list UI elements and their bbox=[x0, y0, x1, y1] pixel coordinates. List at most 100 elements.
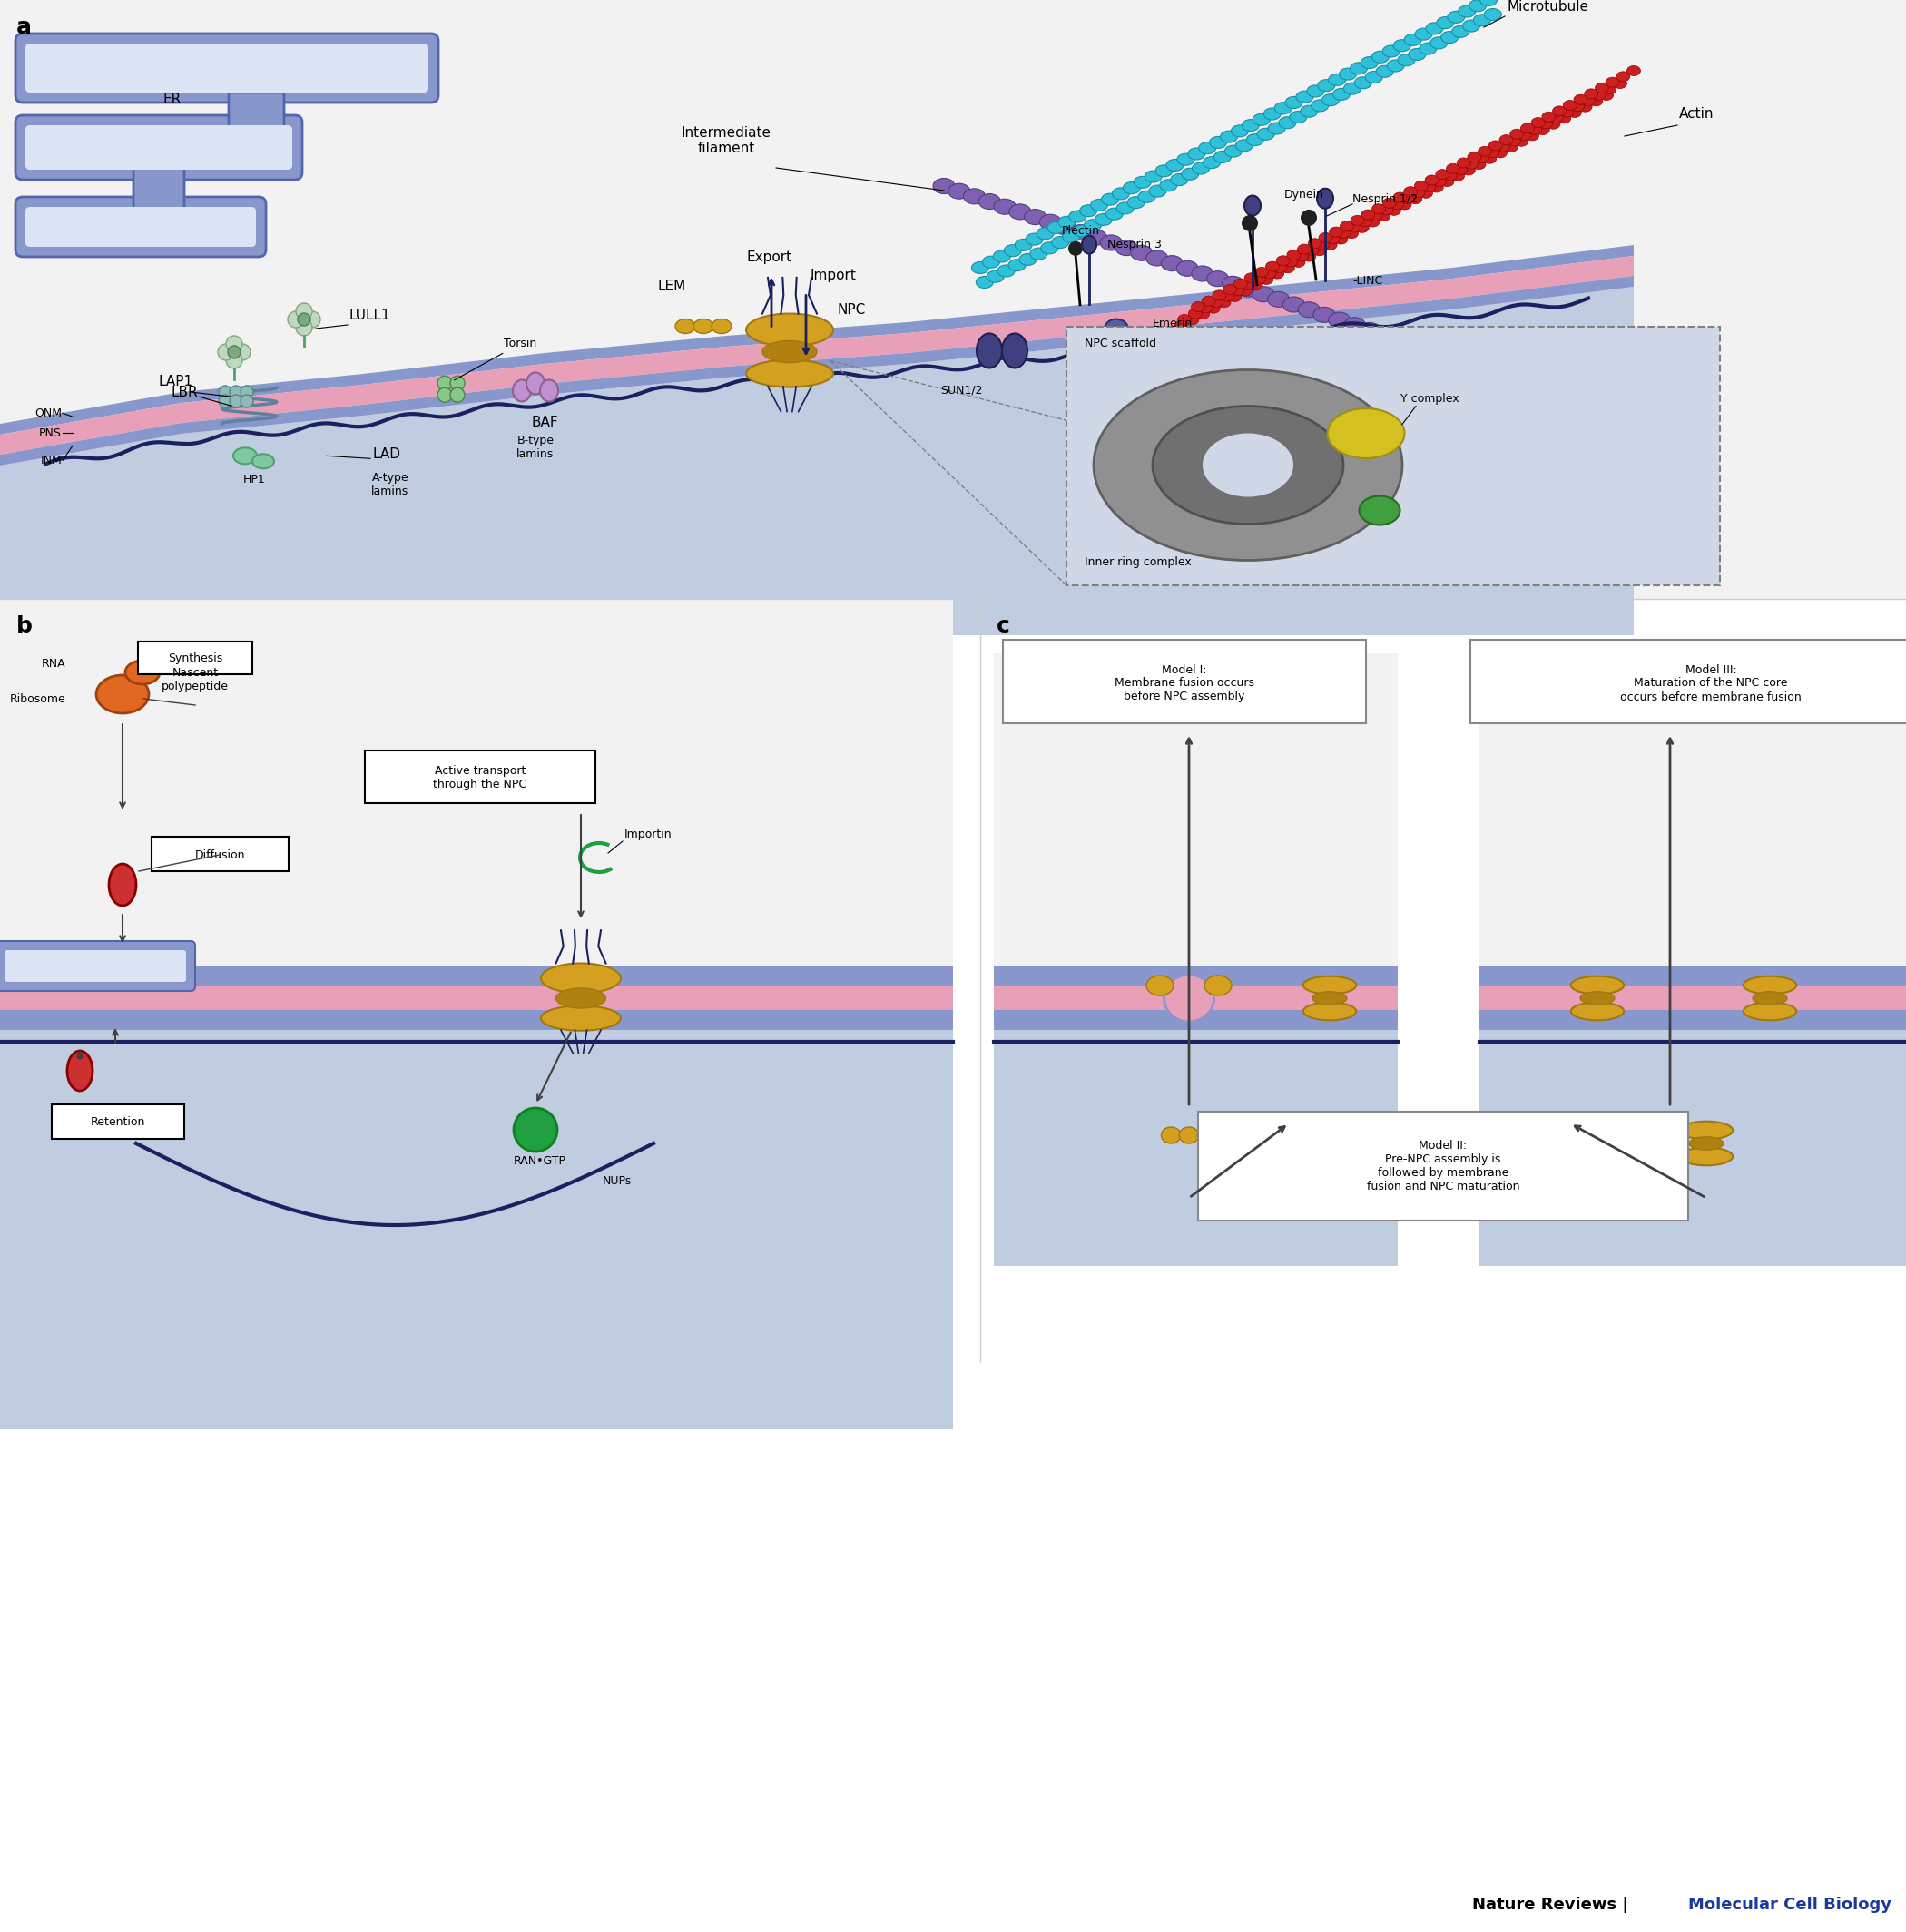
FancyBboxPatch shape bbox=[1479, 987, 1906, 1010]
Ellipse shape bbox=[1616, 71, 1630, 81]
FancyBboxPatch shape bbox=[1479, 1030, 1906, 1265]
Ellipse shape bbox=[1393, 193, 1407, 203]
Circle shape bbox=[288, 311, 305, 328]
Ellipse shape bbox=[1471, 158, 1487, 170]
Ellipse shape bbox=[1479, 147, 1492, 156]
Ellipse shape bbox=[1561, 108, 1574, 118]
Ellipse shape bbox=[1029, 247, 1046, 259]
Ellipse shape bbox=[1475, 153, 1489, 164]
Ellipse shape bbox=[1166, 158, 1184, 172]
FancyBboxPatch shape bbox=[993, 987, 1397, 1010]
Ellipse shape bbox=[1447, 12, 1464, 23]
Ellipse shape bbox=[1584, 89, 1597, 99]
Ellipse shape bbox=[1123, 182, 1140, 193]
Ellipse shape bbox=[1536, 126, 1550, 135]
Ellipse shape bbox=[1231, 286, 1245, 296]
Ellipse shape bbox=[1165, 974, 1214, 1022]
FancyBboxPatch shape bbox=[0, 941, 194, 991]
Ellipse shape bbox=[1327, 408, 1405, 458]
Ellipse shape bbox=[1496, 369, 1517, 384]
Text: NPC: NPC bbox=[837, 303, 865, 317]
Ellipse shape bbox=[1304, 1003, 1357, 1020]
Circle shape bbox=[297, 313, 311, 327]
Circle shape bbox=[450, 377, 465, 390]
Ellipse shape bbox=[1679, 1121, 1733, 1140]
Ellipse shape bbox=[1344, 317, 1365, 332]
Ellipse shape bbox=[1590, 97, 1603, 106]
Text: Retention: Retention bbox=[91, 1117, 145, 1128]
Ellipse shape bbox=[745, 313, 833, 346]
Ellipse shape bbox=[1328, 313, 1349, 328]
Ellipse shape bbox=[1161, 180, 1178, 191]
Ellipse shape bbox=[1231, 126, 1248, 137]
Ellipse shape bbox=[1603, 85, 1616, 95]
Text: SUN1/2: SUN1/2 bbox=[940, 384, 982, 396]
Ellipse shape bbox=[1332, 89, 1349, 100]
FancyBboxPatch shape bbox=[25, 207, 255, 247]
Ellipse shape bbox=[1083, 236, 1096, 253]
Ellipse shape bbox=[1090, 199, 1107, 211]
Text: Model III:
Maturation of the NPC core
occurs before membrane fusion: Model III: Maturation of the NPC core oc… bbox=[1620, 665, 1801, 703]
Ellipse shape bbox=[1376, 211, 1389, 220]
Circle shape bbox=[1067, 242, 1083, 255]
Ellipse shape bbox=[1206, 270, 1229, 286]
Ellipse shape bbox=[1420, 344, 1441, 359]
Ellipse shape bbox=[1182, 168, 1199, 180]
Text: Dynein: Dynein bbox=[1285, 189, 1325, 201]
Ellipse shape bbox=[1414, 29, 1431, 41]
Ellipse shape bbox=[1267, 122, 1285, 135]
Ellipse shape bbox=[1397, 54, 1414, 66]
Ellipse shape bbox=[1165, 327, 1178, 336]
Ellipse shape bbox=[1239, 286, 1252, 296]
Ellipse shape bbox=[1039, 214, 1062, 230]
Text: c: c bbox=[997, 614, 1010, 638]
Ellipse shape bbox=[1153, 406, 1344, 524]
Text: Import: Import bbox=[810, 269, 856, 282]
Text: Emerin: Emerin bbox=[1153, 317, 1193, 328]
Ellipse shape bbox=[1313, 245, 1327, 255]
Ellipse shape bbox=[1409, 193, 1422, 205]
Ellipse shape bbox=[1323, 95, 1340, 106]
Ellipse shape bbox=[1542, 112, 1555, 122]
Circle shape bbox=[305, 311, 320, 328]
Ellipse shape bbox=[1245, 272, 1258, 282]
Ellipse shape bbox=[1744, 976, 1795, 995]
Ellipse shape bbox=[1401, 193, 1414, 203]
Ellipse shape bbox=[1218, 298, 1231, 307]
Circle shape bbox=[1300, 209, 1317, 226]
Text: Nesprin 1/2: Nesprin 1/2 bbox=[1353, 193, 1418, 205]
Ellipse shape bbox=[1571, 102, 1584, 112]
Ellipse shape bbox=[1628, 66, 1641, 75]
Ellipse shape bbox=[1115, 240, 1138, 255]
Ellipse shape bbox=[1344, 83, 1361, 95]
Text: Plectin: Plectin bbox=[1062, 224, 1100, 238]
Ellipse shape bbox=[1247, 133, 1264, 145]
Ellipse shape bbox=[1296, 91, 1313, 102]
Ellipse shape bbox=[1161, 1126, 1182, 1144]
Circle shape bbox=[234, 344, 250, 359]
Circle shape bbox=[229, 346, 240, 359]
Ellipse shape bbox=[993, 199, 1016, 214]
Text: b: b bbox=[17, 614, 32, 638]
Ellipse shape bbox=[1508, 135, 1521, 147]
Ellipse shape bbox=[1403, 187, 1418, 197]
Polygon shape bbox=[0, 0, 1633, 423]
Text: Microtubule: Microtubule bbox=[1506, 0, 1588, 14]
Ellipse shape bbox=[1046, 222, 1065, 234]
FancyBboxPatch shape bbox=[15, 33, 438, 102]
Ellipse shape bbox=[1361, 56, 1378, 68]
Ellipse shape bbox=[1317, 79, 1334, 91]
Ellipse shape bbox=[1359, 216, 1372, 226]
Ellipse shape bbox=[1283, 298, 1304, 313]
Ellipse shape bbox=[1161, 255, 1184, 270]
FancyBboxPatch shape bbox=[1003, 639, 1367, 723]
Ellipse shape bbox=[1340, 68, 1357, 79]
Ellipse shape bbox=[1248, 280, 1262, 290]
Ellipse shape bbox=[1014, 240, 1033, 251]
Ellipse shape bbox=[541, 964, 621, 993]
Ellipse shape bbox=[1302, 251, 1315, 261]
Ellipse shape bbox=[1382, 44, 1399, 58]
Circle shape bbox=[217, 344, 234, 359]
FancyBboxPatch shape bbox=[0, 987, 953, 1010]
Ellipse shape bbox=[1073, 224, 1090, 238]
